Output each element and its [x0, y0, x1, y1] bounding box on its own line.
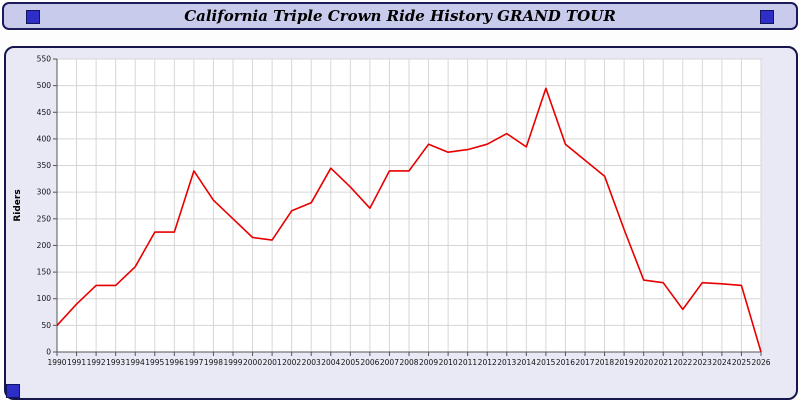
chart-frame: 0 50 100 150 200 250 300 350 400 450 500 550 1990 199…	[4, 46, 798, 400]
page-title: California Triple Crown Ride History GRA…	[184, 7, 616, 25]
x-tick-label: 2014	[517, 358, 536, 367]
riders-series-line	[56, 87, 762, 353]
y-tick-label: 50	[41, 321, 51, 330]
x-tick-label: 2006	[360, 358, 379, 367]
x-tick-label: 1994	[126, 358, 145, 367]
x-tick-label: 2000	[243, 358, 262, 367]
x-tick-label: 2011	[458, 358, 477, 367]
y-tick-label: 400	[37, 134, 52, 143]
y-tick-label: 0	[46, 348, 51, 357]
y-axis-label: Riders	[13, 189, 23, 221]
x-tick-label: 1991	[67, 358, 86, 367]
x-tick-label: 2019	[615, 358, 634, 367]
x-tick-label: 1999	[223, 358, 242, 367]
x-tick-label: 2023	[693, 358, 712, 367]
x-tick-label: 1993	[106, 358, 125, 367]
x-tick-label: 1990	[47, 358, 66, 367]
y-tick-label: 150	[37, 268, 52, 277]
x-tick-label: 2012	[478, 358, 497, 367]
x-tick-label: 2021	[654, 358, 673, 367]
x-tick-label: 2010	[439, 358, 458, 367]
x-tick-label: 1997	[184, 358, 203, 367]
x-tick-label: 2009	[419, 358, 438, 367]
x-tick-label: 2026	[751, 358, 770, 367]
x-tick-label: 2007	[380, 358, 399, 367]
y-tick-label: 250	[37, 214, 52, 223]
x-tick-label: 2018	[595, 358, 614, 367]
x-tick-label: 1995	[145, 358, 164, 367]
x-tick-label: 1998	[204, 358, 223, 367]
y-tick-label: 200	[37, 241, 52, 250]
y-tick-label: 350	[37, 161, 52, 170]
x-tick-label: 2022	[673, 358, 692, 367]
titlebar-left-square-icon	[26, 10, 40, 24]
x-tick-label: 2008	[399, 358, 418, 367]
x-tick-label: 2004	[321, 358, 340, 367]
x-tick-label: 1992	[87, 358, 106, 367]
x-tick-label: 2002	[282, 358, 301, 367]
x-tick-label: 2005	[341, 358, 360, 367]
titlebar: California Triple Crown Ride History GRA…	[2, 2, 798, 30]
x-tick-label: 2025	[732, 358, 751, 367]
y-tick-label: 300	[37, 188, 52, 197]
x-tick-label: 2020	[634, 358, 653, 367]
x-tick-label: 2016	[556, 358, 575, 367]
x-tick-label: 2024	[712, 358, 731, 367]
titlebar-right-square-icon	[760, 10, 774, 24]
bottom-left-square-icon	[6, 384, 20, 398]
x-tick-label: 2015	[536, 358, 555, 367]
x-tick-label: 2017	[575, 358, 594, 367]
x-tick-label: 2013	[497, 358, 516, 367]
y-tick-label: 500	[37, 81, 52, 90]
y-tick-label: 100	[37, 294, 52, 303]
y-tick-label: 450	[37, 108, 52, 117]
x-tick-label: 1996	[165, 358, 184, 367]
x-tick-label: 2003	[302, 358, 321, 367]
x-tick-label: 2001	[263, 358, 282, 367]
y-tick-label: 550	[37, 55, 52, 64]
